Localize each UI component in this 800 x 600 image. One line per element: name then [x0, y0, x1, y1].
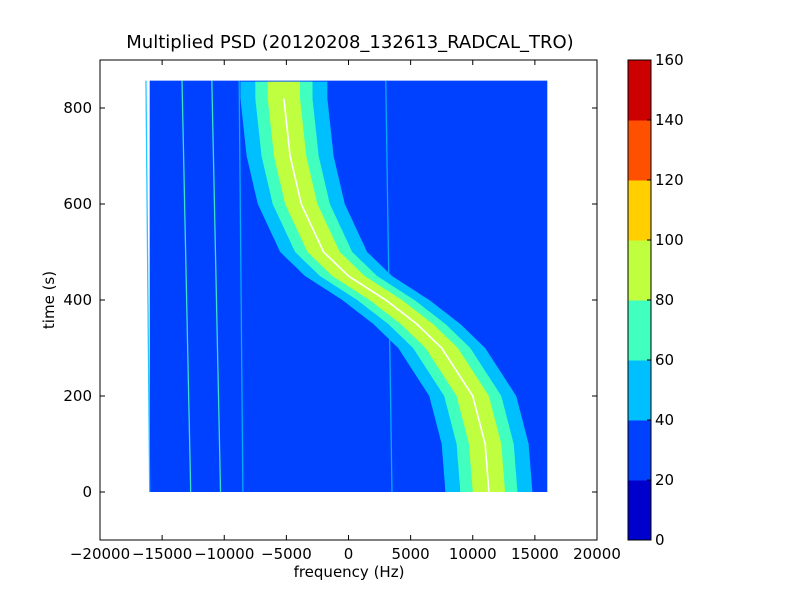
y-tick-label: 200 — [63, 387, 92, 405]
x-tick-label: 0 — [344, 545, 354, 563]
x-tick-label: 10000 — [449, 545, 497, 563]
x-tick-label: 15000 — [511, 545, 559, 563]
interference-line-0 — [145, 80, 151, 493]
colorbar-segment — [628, 120, 651, 181]
y-axis-label: time (s) — [40, 271, 58, 329]
colorbar-tick-label: 20 — [655, 471, 674, 489]
colorbar-segment — [628, 240, 651, 301]
colorbar-tick-label: 100 — [655, 231, 684, 249]
colorbar-segment — [628, 420, 651, 481]
y-tick-label: 600 — [63, 195, 92, 213]
colorbar-tick-label: 140 — [655, 111, 684, 129]
colorbar-tick-label: 120 — [655, 171, 684, 189]
x-axis-label: frequency (Hz) — [294, 563, 405, 581]
colorbar-tick-label: 160 — [655, 51, 684, 69]
colorbar-tick-label: 0 — [655, 531, 665, 549]
signal-band-level-60 — [255, 81, 518, 492]
interference-line-3 — [238, 80, 244, 493]
x-tick-label: 5000 — [392, 545, 430, 563]
plot-area: −20000 −15000 −10000 −5000 0 5000 10000 15000 20… — [63, 59, 621, 563]
colorbar-tick-label: 40 — [655, 411, 674, 429]
x-tick-label: 20000 — [573, 545, 621, 563]
x-tick-label: −5000 — [261, 545, 312, 563]
colorbar-segment — [628, 180, 651, 241]
signal-band-level-80 — [267, 81, 506, 492]
y-tick-label: 800 — [63, 99, 92, 117]
x-tick-label: −20000 — [70, 545, 130, 563]
x-tick-label: −15000 — [132, 545, 192, 563]
colorbar-segment — [628, 60, 651, 121]
y-tick-label: 0 — [82, 483, 92, 501]
colorbar-segment — [628, 300, 651, 361]
colorbar-segment — [628, 360, 651, 421]
chart-title: Multiplied PSD (20120208_132613_RADCAL_T… — [126, 32, 573, 53]
interference-line-1 — [181, 80, 192, 493]
x-tick-label: −10000 — [194, 545, 254, 563]
colorbar-tick-label: 60 — [655, 351, 674, 369]
colorbar: 0 20 40 60 80 100 120 140 160 — [627, 51, 684, 549]
y-tick-label: 400 — [63, 291, 92, 309]
colorbar-tick-label: 80 — [655, 291, 674, 309]
colorbar-segment — [628, 480, 651, 541]
interference-line-2 — [211, 80, 222, 493]
peak-trace-line — [283, 98, 490, 493]
